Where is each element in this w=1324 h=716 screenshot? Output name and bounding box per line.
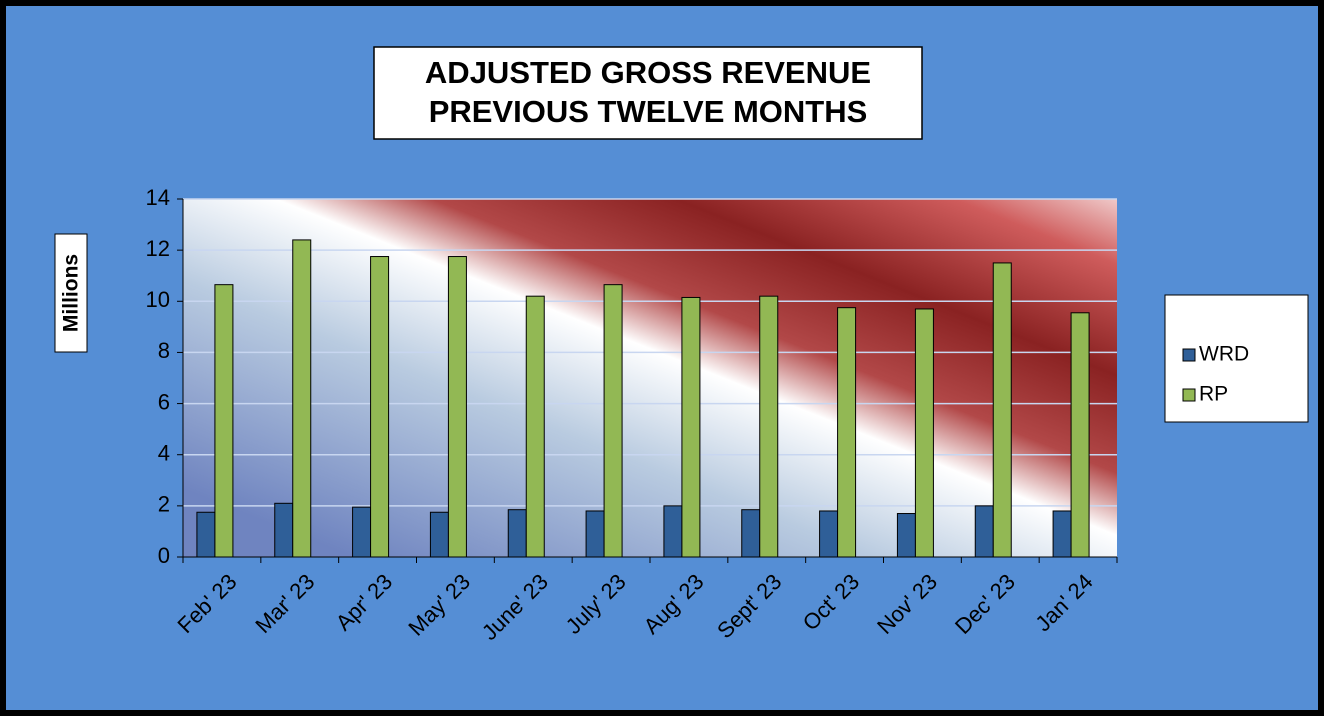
- bar: [507, 509, 527, 558]
- bar: [992, 262, 1012, 558]
- bar: [196, 511, 216, 558]
- bar: [837, 307, 857, 558]
- bar: [974, 505, 994, 558]
- bar: [352, 506, 372, 558]
- bar: [1070, 312, 1090, 558]
- y-tick-label: 4: [158, 441, 170, 466]
- y-tick-label: 6: [158, 389, 170, 414]
- bar: [370, 256, 390, 558]
- bar: [214, 284, 234, 558]
- y-label-box: [54, 233, 88, 353]
- plot-area: [183, 199, 1117, 557]
- bar: [429, 511, 449, 558]
- bar: [1052, 510, 1072, 558]
- legend-swatch: [1182, 388, 1196, 402]
- bar: [759, 295, 779, 558]
- bar: [274, 502, 294, 558]
- y-tick-label: 14: [146, 185, 170, 210]
- bar: [681, 296, 701, 558]
- bar: [741, 509, 761, 558]
- legend-label: RP: [1199, 383, 1228, 406]
- bar: [447, 256, 467, 558]
- bar: [603, 284, 623, 558]
- bar: [292, 239, 312, 558]
- legend-swatch: [1182, 348, 1196, 362]
- legend-label: WRD: [1199, 343, 1249, 366]
- y-tick-label: 12: [146, 236, 170, 261]
- y-tick-label: 2: [158, 492, 170, 517]
- bar: [525, 295, 545, 558]
- bar: [663, 505, 683, 558]
- y-tick-label: 0: [158, 543, 170, 568]
- y-tick-label: 8: [158, 338, 170, 363]
- title-box: [373, 46, 923, 140]
- chart-title: PREVIOUS TWELVE MONTHS: [429, 94, 868, 129]
- chart-title: ADJUSTED GROSS REVENUE: [425, 55, 871, 90]
- y-tick-label: 10: [146, 287, 170, 312]
- bar: [896, 513, 916, 558]
- bar: [585, 510, 605, 558]
- bar: [819, 510, 839, 558]
- bar: [914, 308, 934, 558]
- y-axis-label: Millions: [60, 254, 83, 332]
